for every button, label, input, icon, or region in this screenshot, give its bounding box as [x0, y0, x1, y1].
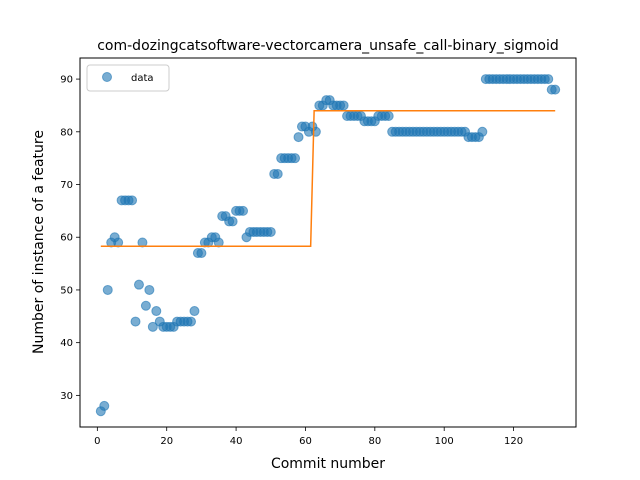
data-point-51 — [272, 168, 283, 179]
data-point-14 — [144, 284, 155, 295]
x-tick-label-1: 20 — [160, 436, 173, 447]
axes-layer: 0 20 40 60 80 100 120 30 40 50 60 70 80 90 — [60, 75, 523, 447]
data-point-83 — [383, 110, 394, 121]
data-point-29 — [196, 248, 207, 259]
y-tick-label-6: 90 — [60, 75, 73, 86]
data-point-15 — [147, 321, 158, 332]
data-point-5 — [113, 237, 124, 248]
x-tick-label-4: 80 — [368, 436, 381, 447]
x-tick-label-3: 60 — [299, 436, 312, 447]
x-tick-label-2: 40 — [230, 436, 243, 447]
data-point-57 — [293, 132, 304, 143]
data-point-110 — [477, 126, 488, 137]
data-point-41 — [238, 205, 249, 216]
data-point-70 — [338, 100, 349, 111]
data-layer — [95, 74, 561, 417]
data-point-13 — [140, 300, 151, 311]
x-tick-label-0: 0 — [94, 436, 100, 447]
data-point-16 — [151, 306, 162, 317]
data-point-129 — [543, 74, 554, 85]
data-point-49 — [265, 226, 276, 237]
fit-line — [100, 109, 556, 247]
legend-box — [86, 64, 170, 92]
y-axis-label: Number of instance of a feature — [31, 130, 47, 354]
y-tick-label-0: 30 — [60, 391, 73, 402]
y-tick-label-3: 60 — [60, 233, 73, 244]
data-point-12 — [137, 237, 148, 248]
x-tick-label-6: 120 — [504, 436, 523, 447]
legend: data — [86, 64, 170, 92]
y-tick-label-5: 80 — [60, 127, 73, 138]
data-point-26 — [185, 316, 196, 327]
y-tick-label-1: 40 — [60, 338, 73, 349]
plot-area — [80, 58, 576, 427]
plot-frame — [79, 57, 577, 428]
legend-label-data: data — [131, 73, 154, 84]
data-point-27 — [189, 306, 200, 317]
data-point-34 — [213, 237, 224, 248]
y-tick-label-4: 70 — [60, 180, 73, 191]
data-point-62 — [310, 126, 321, 137]
data-point-11 — [133, 279, 144, 290]
data-point-1 — [99, 400, 110, 411]
x-tick-label-5: 100 — [435, 436, 454, 447]
chart-title: com-dozingcatsoftware-vectorcamera_unsaf… — [97, 38, 559, 54]
data-point-10 — [130, 316, 141, 327]
data-point-2 — [102, 284, 113, 295]
data-point-9 — [127, 195, 138, 206]
x-axis-label: Commit number — [271, 456, 385, 472]
data-point-38 — [227, 216, 238, 227]
data-point-131 — [550, 84, 561, 95]
y-tick-label-2: 50 — [60, 285, 73, 296]
data-point-56 — [290, 153, 301, 164]
legend-marker-data — [102, 72, 112, 82]
